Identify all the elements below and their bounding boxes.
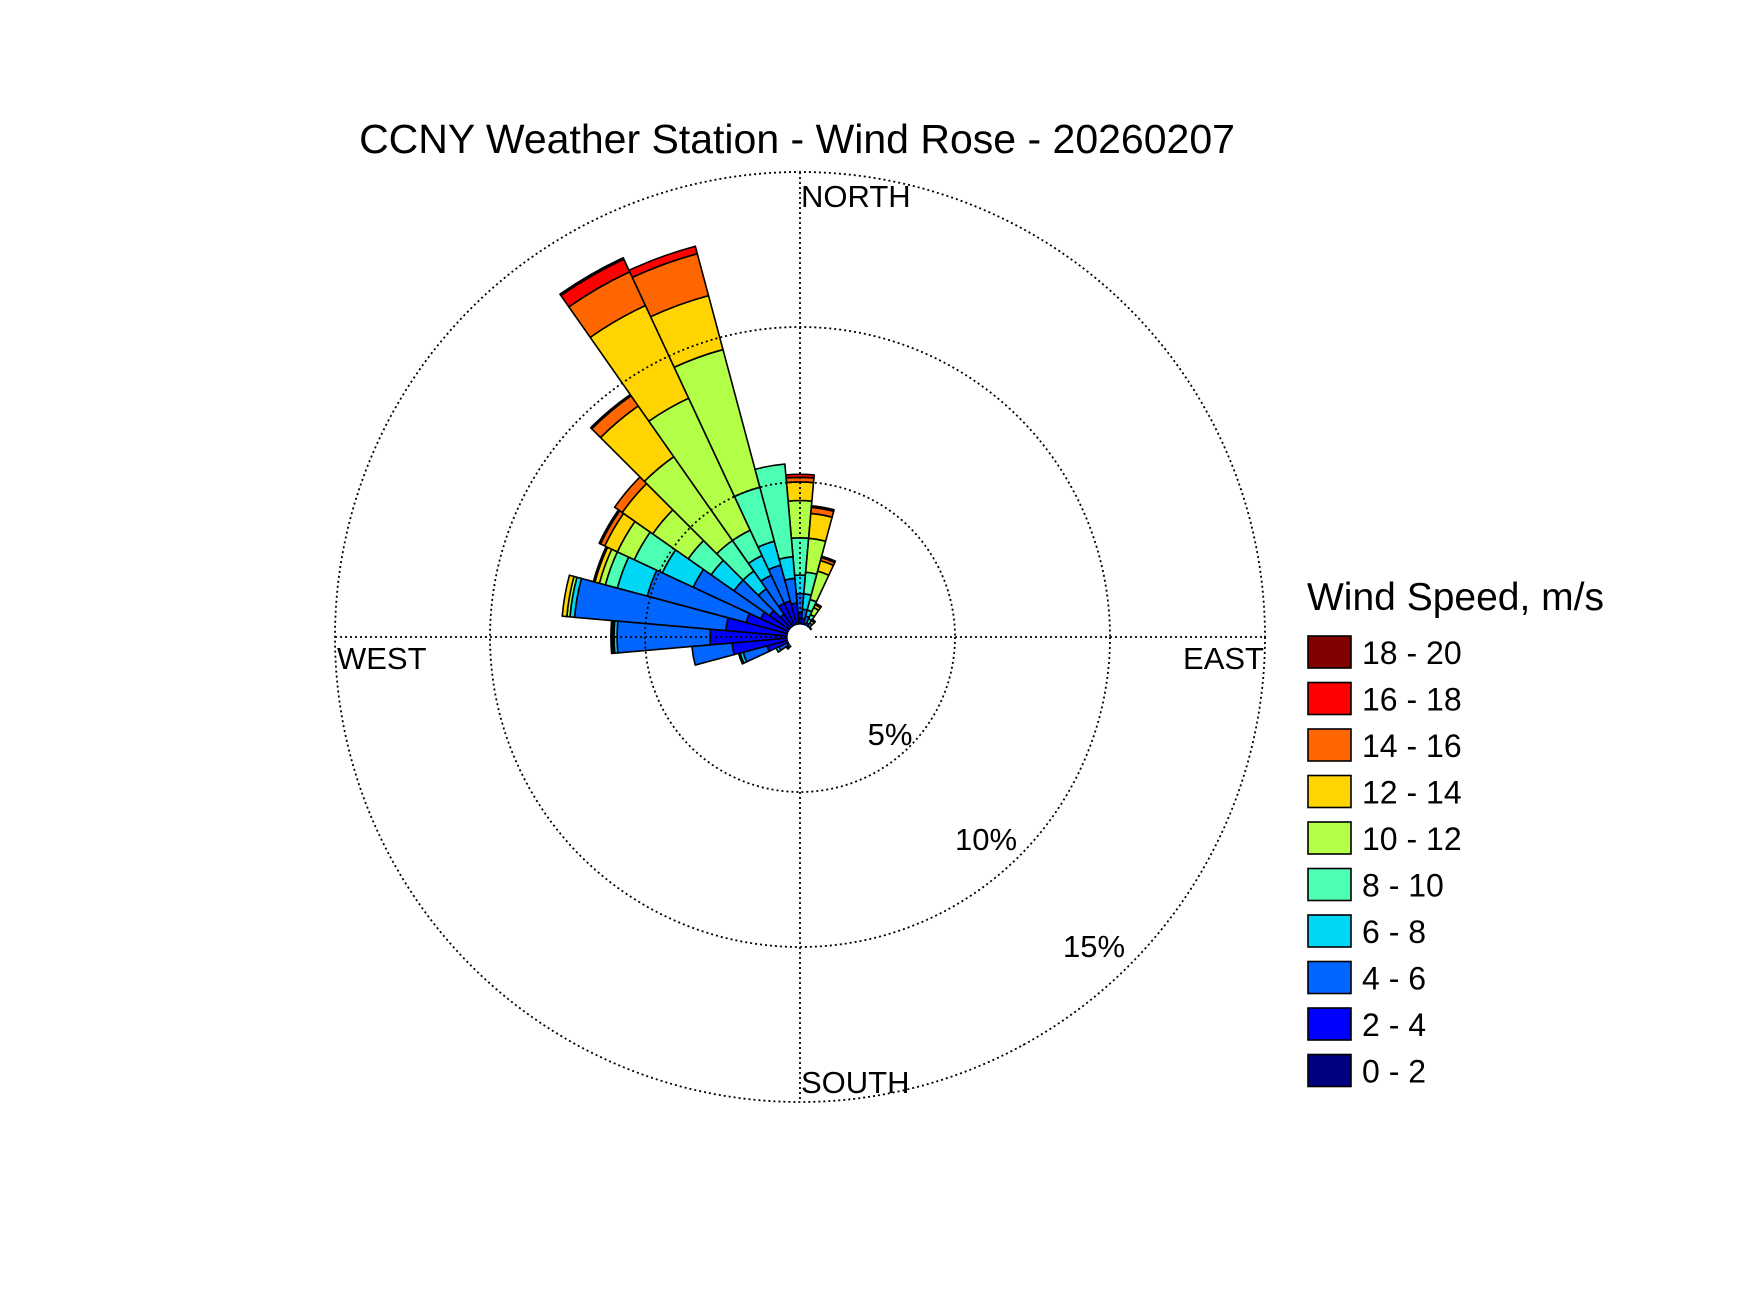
legend: Wind Speed, m/s 18 - 20 16 - 18 14 - 16 12 … [1307,576,1604,1090]
ring-label-5: 5% [868,717,913,752]
ring-label-10: 10% [955,822,1017,857]
legend-item: 12 - 14 [1307,774,1462,811]
sector-segment [810,504,835,513]
legend-label: 2 - 4 [1362,1007,1426,1043]
legend-swatch [1307,681,1352,716]
legend-item: 2 - 4 [1307,1007,1426,1043]
legend-item: 0 - 2 [1307,1053,1426,1090]
legend-label: 6 - 8 [1362,914,1426,950]
direction-label-west: WEST [337,641,427,676]
legend-swatch [1307,1053,1352,1088]
sector-270deg [610,619,801,655]
legend-label: 16 - 18 [1362,682,1462,718]
legend-items: 18 - 20 16 - 18 14 - 16 12 - 14 10 - 12 8 - 1… [1307,635,1462,1090]
legend-swatch [1307,635,1352,669]
legend-label: 14 - 16 [1362,728,1462,764]
legend-swatch [1307,774,1352,809]
legend-title: Wind Speed, m/s [1307,576,1604,619]
legend-label: 12 - 14 [1362,775,1462,811]
sector-segment [810,618,817,624]
direction-label-east: EAST [1183,641,1264,676]
sector-330deg [559,256,801,638]
legend-label: 0 - 2 [1362,1054,1426,1090]
legend-label: 10 - 12 [1362,821,1462,857]
sector-segment [561,574,575,618]
sector-segment [785,473,815,479]
legend-item: 18 - 20 [1307,635,1462,671]
wind-sectors [559,245,837,666]
legend-swatch [1307,821,1352,855]
sector-10deg [799,504,835,638]
legend-item: 6 - 8 [1307,914,1426,950]
sector-350deg [754,463,801,638]
sector-320deg [589,393,801,638]
legend-label: 8 - 10 [1362,868,1444,904]
legend-item: 8 - 10 [1307,867,1444,904]
direction-label-north: NORTH [801,179,911,214]
legend-item: 10 - 12 [1307,821,1462,857]
legend-swatch [1307,728,1352,762]
legend-label: 18 - 20 [1362,635,1462,671]
calm-circle [787,624,813,650]
sector-segment [559,256,625,297]
sector-segment [820,555,837,564]
legend-swatch [1307,867,1352,902]
sector-segment [628,245,699,279]
legend-item: 4 - 6 [1307,960,1426,997]
chart-title: CCNY Weather Station - Wind Rose - 20260… [359,116,1235,162]
legend-label: 4 - 6 [1362,961,1426,997]
legend-swatch [1307,914,1352,948]
legend-item: 14 - 16 [1307,728,1462,764]
sector-340deg [628,245,801,638]
legend-swatch [1307,960,1352,995]
legend-item: 16 - 18 [1307,681,1462,718]
sector-segment [814,602,823,609]
sector-segment [754,463,794,560]
legend-swatch [1307,1007,1352,1041]
ring-label-15: 15% [1063,929,1125,964]
direction-label-south: SOUTH [801,1065,910,1100]
